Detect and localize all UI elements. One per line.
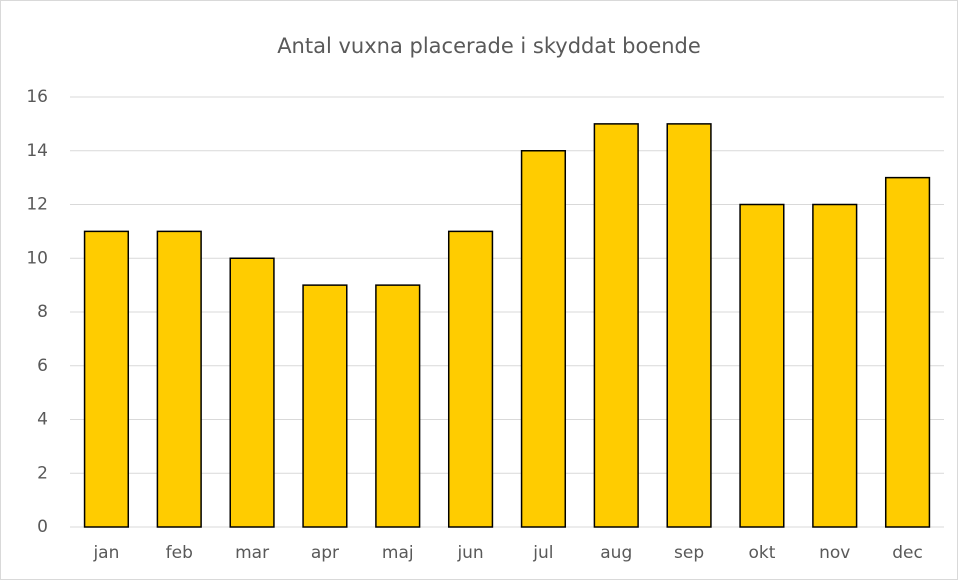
bar bbox=[884, 176, 931, 528]
y-tick-label: 10 bbox=[26, 248, 48, 268]
x-tick-label: jul bbox=[532, 543, 553, 563]
y-tick-label: 4 bbox=[37, 410, 48, 430]
x-tick-label: nov bbox=[819, 543, 850, 563]
x-tick-label: mar bbox=[235, 543, 269, 563]
bar bbox=[593, 123, 639, 528]
bar bbox=[739, 203, 785, 528]
x-tick-label: dec bbox=[892, 543, 923, 563]
bar bbox=[375, 284, 421, 528]
bar bbox=[447, 230, 494, 528]
y-tick-label: 8 bbox=[37, 302, 48, 322]
x-tick-label: jun bbox=[456, 543, 483, 563]
y-tick-label: 2 bbox=[37, 463, 48, 483]
y-tick-label: 16 bbox=[26, 87, 48, 107]
bar bbox=[229, 257, 275, 528]
x-tick-label: jan bbox=[92, 543, 119, 563]
bar bbox=[520, 150, 567, 528]
bar bbox=[156, 230, 202, 528]
chart-title: Antal vuxna placerade i skyddat boende bbox=[277, 34, 701, 58]
y-tick-label: 6 bbox=[37, 356, 48, 376]
x-tick-label: sep bbox=[674, 543, 704, 563]
bar bbox=[666, 123, 712, 528]
bar bbox=[812, 203, 858, 528]
x-tick-label: okt bbox=[748, 543, 775, 563]
y-tick-label: 14 bbox=[26, 141, 48, 161]
y-tick-label: 0 bbox=[37, 517, 48, 537]
x-tick-label: maj bbox=[382, 543, 414, 563]
bar bbox=[302, 284, 348, 528]
x-tick-label: aug bbox=[600, 543, 632, 563]
y-tick-label: 12 bbox=[26, 195, 48, 215]
x-tick-label: apr bbox=[311, 543, 339, 563]
bar bbox=[83, 230, 130, 528]
x-tick-label: feb bbox=[166, 543, 193, 563]
